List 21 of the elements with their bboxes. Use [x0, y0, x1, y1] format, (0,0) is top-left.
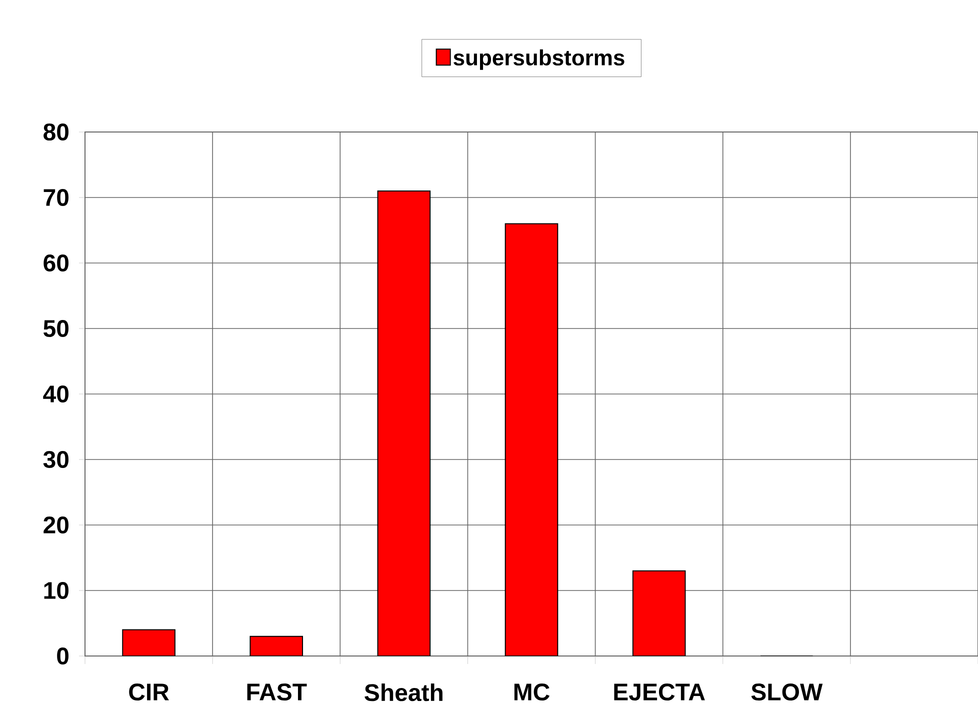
y-tick-label: 10 [44, 582, 68, 599]
x-tick-label: Sheath [364, 684, 442, 702]
y-tick-label: 0 [57, 647, 68, 664]
x-tick-label: SLOW [751, 684, 823, 701]
bar [504, 223, 558, 656]
bar [122, 629, 176, 656]
legend-label: supersubstorms [454, 49, 624, 70]
y-tick-label: 30 [43, 450, 68, 468]
x-tick-label: MC [514, 684, 550, 701]
x-tick-label: FAST [247, 684, 307, 701]
x-tick-label: CIR [129, 684, 169, 701]
bar [250, 636, 304, 656]
y-tick-label: 40 [43, 385, 68, 402]
bar [632, 570, 686, 656]
x-tick-label: EJECTA [614, 684, 705, 701]
y-tick-label: 70 [44, 188, 68, 206]
y-tick-label: 80 [44, 123, 68, 140]
bar [377, 190, 431, 656]
y-tick-label: 20 [44, 516, 68, 534]
y-tick-label: 60 [44, 254, 68, 272]
y-tick-label: 50 [44, 320, 68, 337]
